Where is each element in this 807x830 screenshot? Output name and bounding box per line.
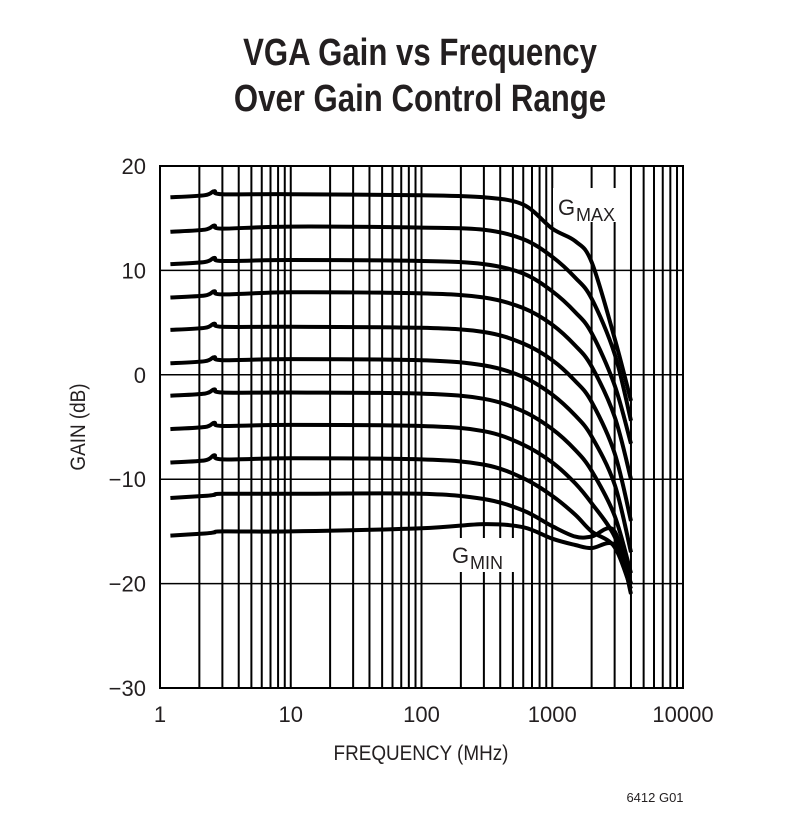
chart-title-line-1: VGA Gain vs Frequency [243,32,597,74]
figure-code: 6412 G01 [626,790,683,805]
x-tick-label: 100 [403,702,440,727]
y-tick-label: −30 [109,676,146,701]
series-line-10 [170,491,633,595]
x-tick-label: 10000 [652,702,713,727]
gmax-label-g: G [558,195,575,220]
series-line-1 [170,189,633,402]
y-axis-label: GAIN (dB) [67,383,90,470]
series-line-7 [170,387,633,574]
y-tick-label: −10 [109,467,146,492]
series-line-2 [170,223,633,422]
y-tick-label: 20 [122,154,146,179]
series-line-4 [170,289,633,480]
gmin-label-sub: MIN [470,553,503,573]
x-tick-label: 10 [279,702,303,727]
x-axis-label: FREQUENCY (MHz) [334,742,509,765]
series-line-8 [170,420,633,585]
series-lines [170,189,633,595]
x-tick-label: 1 [154,702,166,727]
series-line-5 [170,321,633,522]
plot-frame [159,165,684,689]
gmin-label: G MIN [448,538,514,573]
series-line-9 [170,453,633,590]
y-tick-label: 10 [122,258,146,283]
series-line-11 [170,522,633,585]
y-tick-label: −20 [109,572,146,597]
gmax-label-sub: MAX [576,205,615,225]
series-line-3 [170,255,633,445]
chart-title-line-2: Over Gain Control Range [233,78,607,120]
y-tick-label: 0 [134,363,146,388]
x-tick-label: 1000 [528,702,577,727]
series-line-6 [170,355,633,553]
gmax-label: G MAX [553,188,625,225]
gmin-label-g: G [452,543,469,568]
